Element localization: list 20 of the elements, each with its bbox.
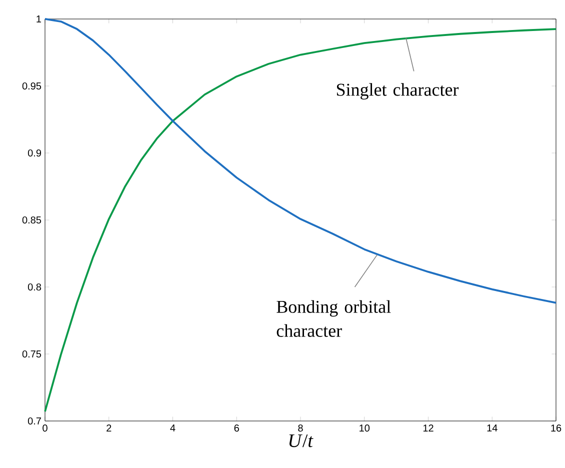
x-tick-label: 0 — [42, 424, 48, 432]
x-tick-label: 10 — [360, 424, 370, 432]
x-axis-title: U/t — [289, 434, 314, 448]
y-tick-label: 0.75 — [22, 350, 42, 358]
annotation: Singlet character — [336, 83, 459, 100]
x-tick-label: 8 — [298, 424, 303, 432]
y-tick-label: 0.85 — [22, 216, 42, 224]
y-tick-label: 0.95 — [22, 82, 42, 90]
line-series — [44, 28, 557, 412]
x-tick-label: 6 — [234, 424, 239, 432]
y-tick-label: 0.8 — [28, 283, 42, 291]
y-tick-label: 1 — [36, 16, 41, 22]
y-tick-label: 0.7 — [28, 417, 41, 425]
x-tick-label: 16 — [551, 424, 562, 432]
annotation: Bonding orbital character — [276, 300, 391, 337]
x-tick-label: 12 — [423, 424, 434, 432]
x-tick-label: 2 — [106, 424, 112, 432]
x-tick-label: 4 — [170, 424, 176, 432]
y-tick-label: 0.9 — [28, 149, 42, 157]
x-tick-label: 14 — [487, 424, 498, 432]
